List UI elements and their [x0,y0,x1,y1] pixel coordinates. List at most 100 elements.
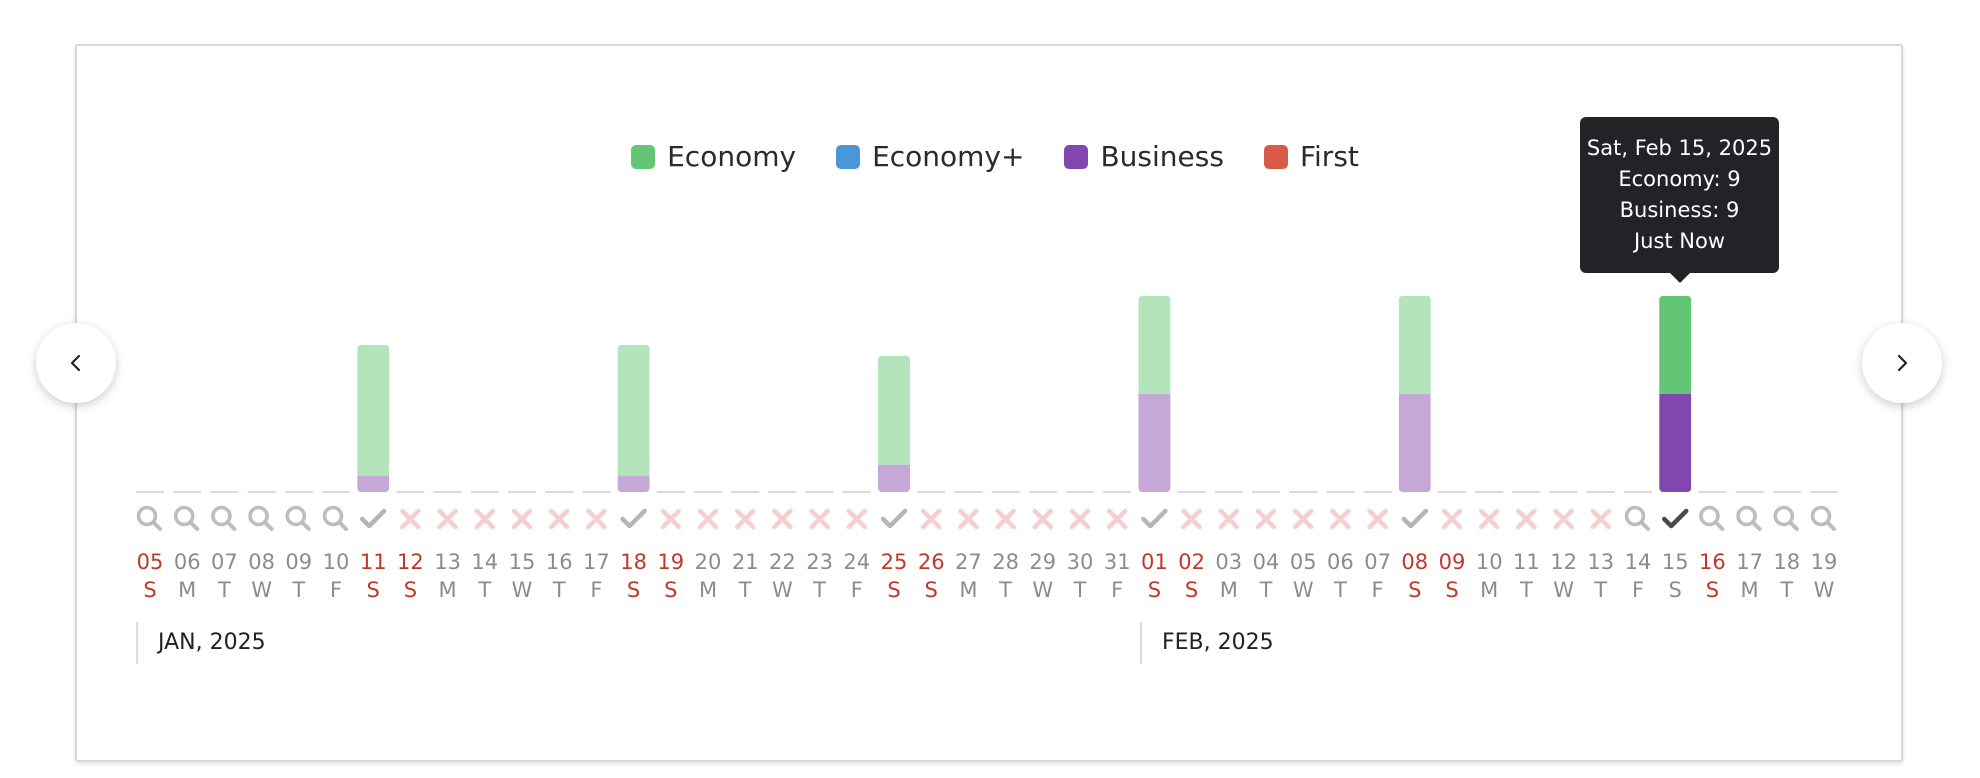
tick-label-day[interactable]: 11 [1513,550,1540,574]
tick-label-day[interactable]: 04 [1253,550,1280,574]
tick-label-day[interactable]: 02 [1178,550,1205,574]
search-icon[interactable] [1810,505,1832,527]
bar-economy[interactable] [1398,295,1431,394]
tick-label-day[interactable]: 08 [1401,550,1428,574]
tick-label-day[interactable]: 29 [1029,550,1056,574]
search-icon-handle [188,520,200,531]
bar-business[interactable] [1659,393,1692,492]
tick-label-day[interactable]: 01 [1141,550,1168,574]
tick-label-day[interactable]: 03 [1215,550,1242,574]
tick-label-day[interactable]: 12 [1550,550,1577,574]
check-icon[interactable] [1401,508,1429,529]
tick-label-day[interactable]: 23 [806,550,833,574]
search-icon[interactable] [1773,505,1795,527]
search-icon[interactable] [211,505,232,527]
bar-economy[interactable] [1659,295,1692,394]
tick-label-day[interactable]: 15 [509,550,536,574]
cross-icon [1069,508,1091,530]
tick-label-day[interactable]: 28 [992,550,1019,574]
tick-label-day[interactable]: 26 [918,550,945,574]
tick-label-day[interactable]: 06 [1327,550,1354,574]
tick-label-day[interactable]: 05 [1290,550,1317,574]
search-icon[interactable] [1699,505,1720,527]
search-icon[interactable] [322,505,344,527]
search-icon-handle [1751,520,1762,531]
tick-label-day[interactable]: 19 [657,550,684,574]
tick-label-day[interactable]: 06 [174,550,201,574]
search-icon-handle [225,520,237,531]
tick-label-day[interactable]: 09 [285,550,312,574]
tick-label-day[interactable]: 14 [1625,550,1652,574]
tick-label-day[interactable]: 20 [695,550,722,574]
tick-label-day[interactable]: 09 [1439,550,1466,574]
search-icon[interactable] [1624,505,1646,527]
search-icon[interactable] [1736,505,1757,527]
tick-label-weekday: T [1259,578,1273,602]
tick-label-day[interactable]: 13 [434,550,461,574]
tick-label-day[interactable]: 07 [211,550,238,574]
tick-label-day[interactable]: 16 [546,550,573,574]
tick-label-day[interactable]: 18 [1773,550,1800,574]
search-icon[interactable] [173,505,195,527]
tick-label-weekday: S [1706,578,1719,602]
bar-economy[interactable] [878,355,910,465]
tick-label-day[interactable]: 30 [1067,550,1094,574]
legend-item-economy-plus[interactable]: Economy+ [836,140,1024,173]
tick-label-day[interactable]: 11 [360,550,387,574]
tick-label-day[interactable]: 19 [1811,550,1838,574]
legend-label-business: Business [1100,140,1224,173]
previous-button[interactable] [36,323,116,403]
tick-label-day[interactable]: 15 [1662,550,1689,574]
legend-item-first[interactable]: First [1263,140,1359,173]
next-button[interactable] [1862,323,1942,403]
tick-label-weekday: M [959,578,977,602]
bar-economy[interactable] [1138,295,1171,394]
month-label-feb: FEB, 2025 [1140,622,1274,664]
tick-label-day[interactable]: 17 [1736,550,1763,574]
bar-business[interactable] [1398,393,1431,492]
cross-icon [697,508,719,530]
tick-label-day[interactable]: 12 [397,550,424,574]
bar-economy[interactable] [617,344,650,476]
tick-label-day[interactable]: 18 [620,550,647,574]
tick-label-weekday: W [1553,578,1574,602]
tick-label-weekday: F [1632,578,1644,602]
chevron-left-icon [70,354,81,372]
search-icon[interactable] [136,505,158,527]
bar-business[interactable] [878,464,910,492]
tick-label-day[interactable]: 31 [1104,550,1131,574]
tick-label-day[interactable]: 10 [323,550,350,574]
tick-label-day[interactable]: 21 [732,550,759,574]
search-icon[interactable] [248,505,269,527]
tick-label-day[interactable]: 07 [1364,550,1391,574]
tick-label-day[interactable]: 24 [843,550,870,574]
check-icon[interactable] [1661,508,1689,529]
tick-label-weekday: T [998,578,1012,602]
bar-business[interactable] [357,475,390,492]
tick-label-day[interactable]: 16 [1699,550,1726,574]
check-icon[interactable] [880,508,908,529]
tick-label-day[interactable]: 22 [769,550,796,574]
tick-label-weekday: S [925,578,938,602]
tick-label-day[interactable]: 13 [1587,550,1614,574]
tick-label-day[interactable]: 05 [137,550,164,574]
tick-label-day[interactable]: 25 [881,550,908,574]
legend-item-economy[interactable]: Economy [631,140,796,173]
bar-business[interactable] [1138,393,1171,492]
tick-label-day[interactable]: 17 [583,550,610,574]
tick-label-day[interactable]: 27 [955,550,982,574]
tick-label-weekday: S [627,578,640,602]
check-icon[interactable] [620,508,647,529]
tick-label-day[interactable]: 14 [471,550,498,574]
check-icon[interactable] [1141,508,1168,529]
cross-icon [772,508,793,530]
bar-business[interactable] [617,475,650,492]
check-icon[interactable] [359,508,387,529]
tick-label-weekday: T [1333,578,1347,602]
search-icon[interactable] [285,505,307,527]
legend-item-business[interactable]: Business [1064,140,1224,173]
tick-label-day[interactable]: 08 [248,550,275,574]
search-icon-handle [263,520,274,531]
tick-label-day[interactable]: 10 [1476,550,1503,574]
bar-economy[interactable] [357,344,390,476]
